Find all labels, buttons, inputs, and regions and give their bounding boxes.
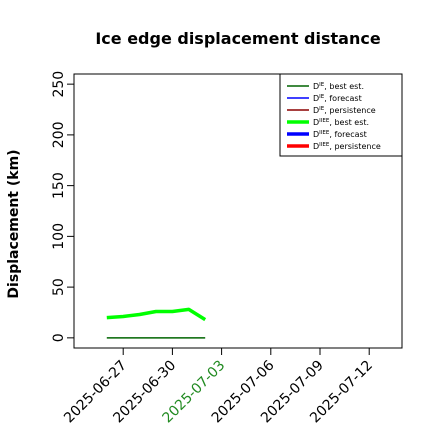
series-layer	[106, 307, 207, 339]
x-axis: 2025-06-272025-06-302025-07-032025-07-06…	[61, 348, 376, 426]
y-tick-label: 250	[51, 71, 67, 98]
y-tick-label: 0	[51, 333, 67, 342]
series-line	[106, 307, 207, 322]
legend-box	[279, 73, 403, 157]
plot-frame	[73, 73, 403, 349]
y-tick-label: 150	[51, 172, 67, 199]
legend-label: DIIEE, best est.	[313, 118, 369, 127]
chart-title: Ice edge displacement distance	[95, 29, 380, 48]
legend-label: DIE, forecast	[313, 94, 362, 103]
y-axis-label: Displacement (km)	[6, 149, 22, 298]
legend-label: DIIEE, forecast	[313, 130, 367, 139]
y-tick-label: 100	[51, 223, 67, 250]
legend-label: DIE, persistence	[313, 106, 376, 115]
legend: DIE, best est. DIE, forecast DIE, persiste…	[279, 73, 403, 157]
legend-label: DIE, best est.	[313, 82, 364, 91]
y-axis: 0 50 100 150 200 250	[51, 71, 74, 342]
y-tick-label: 200	[51, 122, 67, 149]
y-tick-label: 50	[51, 278, 67, 296]
legend-label: DIIEE, persistence	[313, 142, 381, 151]
